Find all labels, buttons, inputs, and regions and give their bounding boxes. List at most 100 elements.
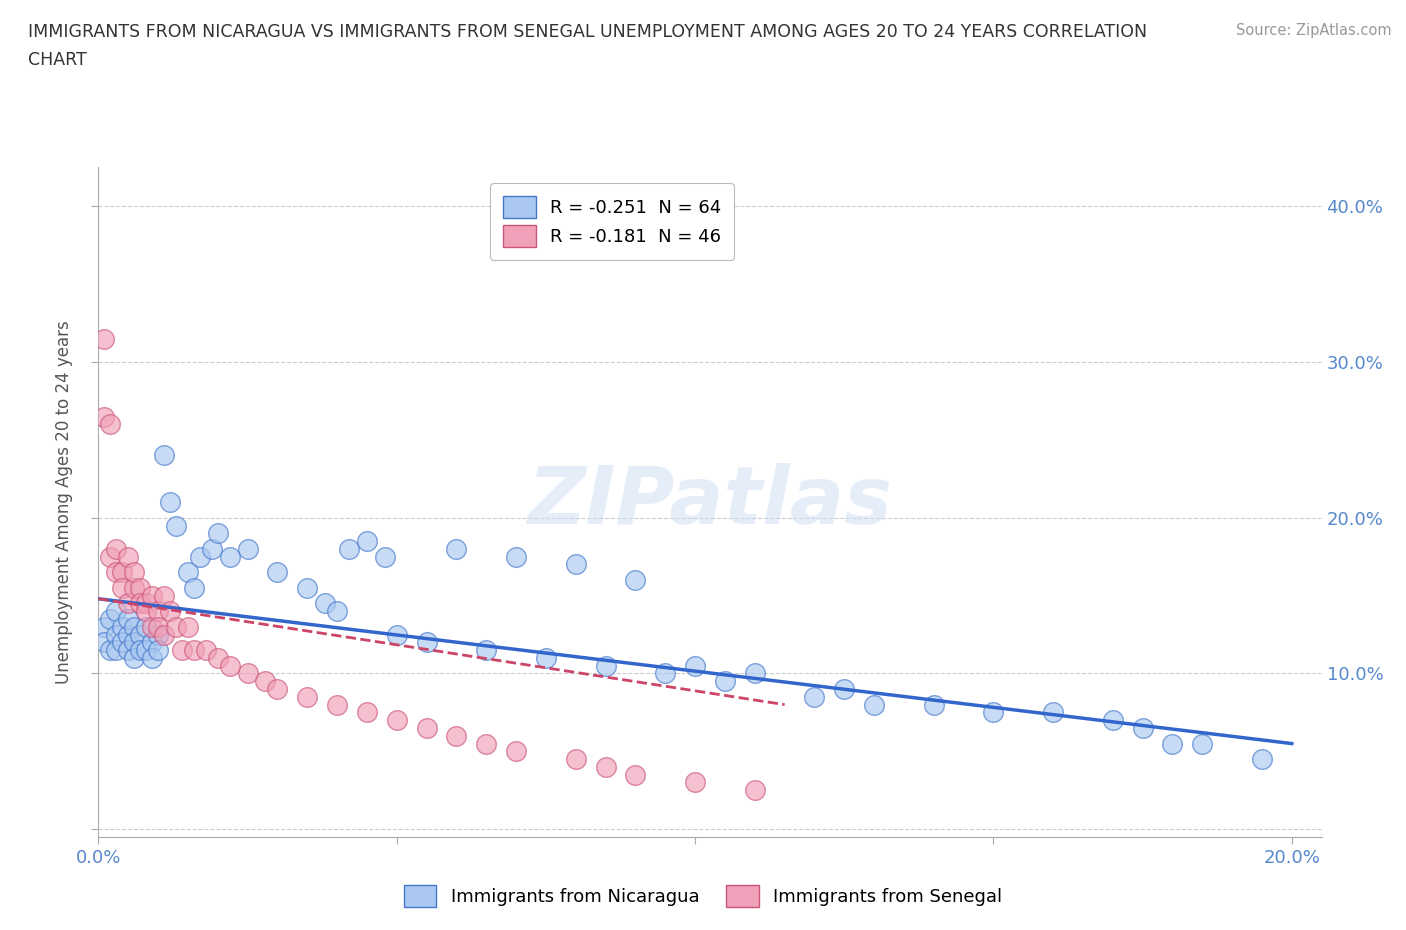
Point bbox=[105, 643, 128, 658]
Point bbox=[326, 604, 349, 618]
Point bbox=[297, 580, 319, 595]
Point bbox=[595, 760, 617, 775]
Point bbox=[475, 737, 498, 751]
Point bbox=[170, 643, 193, 658]
Point bbox=[266, 682, 288, 697]
Point bbox=[122, 580, 145, 595]
Legend: R = -0.251  N = 64, R = -0.181  N = 46: R = -0.251 N = 64, R = -0.181 N = 46 bbox=[491, 183, 734, 259]
Text: ZIPatlas: ZIPatlas bbox=[527, 463, 893, 541]
Point bbox=[415, 721, 437, 736]
Point bbox=[803, 689, 825, 704]
Point bbox=[337, 541, 360, 556]
Point bbox=[1251, 751, 1274, 766]
Point bbox=[595, 658, 617, 673]
Text: IMMIGRANTS FROM NICARAGUA VS IMMIGRANTS FROM SENEGAL UNEMPLOYMENT AMONG AGES 20 : IMMIGRANTS FROM NICARAGUA VS IMMIGRANTS … bbox=[28, 23, 1147, 41]
Point bbox=[624, 573, 647, 588]
Point bbox=[714, 674, 737, 689]
Point bbox=[1132, 721, 1154, 736]
Point bbox=[98, 550, 121, 565]
Point bbox=[983, 705, 1005, 720]
Point bbox=[183, 643, 205, 658]
Point bbox=[236, 666, 259, 681]
Point bbox=[744, 783, 766, 798]
Point bbox=[129, 596, 152, 611]
Point bbox=[165, 518, 187, 533]
Point bbox=[1191, 737, 1213, 751]
Point bbox=[93, 635, 115, 650]
Point bbox=[744, 666, 766, 681]
Point bbox=[129, 627, 152, 642]
Point bbox=[475, 643, 498, 658]
Text: Source: ZipAtlas.com: Source: ZipAtlas.com bbox=[1236, 23, 1392, 38]
Point bbox=[117, 550, 139, 565]
Point bbox=[183, 580, 205, 595]
Point bbox=[146, 604, 169, 618]
Text: CHART: CHART bbox=[28, 51, 87, 69]
Point bbox=[863, 698, 886, 712]
Point bbox=[93, 331, 115, 346]
Point bbox=[122, 619, 145, 634]
Point bbox=[98, 612, 121, 627]
Point bbox=[111, 635, 134, 650]
Point bbox=[194, 643, 217, 658]
Point bbox=[146, 643, 169, 658]
Point bbox=[654, 666, 676, 681]
Point bbox=[122, 635, 145, 650]
Point bbox=[505, 744, 527, 759]
Point bbox=[415, 635, 437, 650]
Point bbox=[201, 541, 224, 556]
Point bbox=[117, 612, 139, 627]
Point bbox=[111, 565, 134, 579]
Point bbox=[1101, 712, 1123, 727]
Point bbox=[385, 712, 408, 727]
Point bbox=[207, 650, 229, 665]
Point bbox=[356, 705, 378, 720]
Point bbox=[314, 596, 336, 611]
Point bbox=[135, 604, 157, 618]
Point bbox=[218, 658, 240, 673]
Point bbox=[105, 565, 128, 579]
Point bbox=[153, 448, 176, 463]
Point bbox=[1161, 737, 1184, 751]
Point bbox=[159, 604, 181, 618]
Point bbox=[141, 635, 163, 650]
Point bbox=[534, 650, 557, 665]
Point bbox=[141, 619, 163, 634]
Point bbox=[177, 565, 200, 579]
Point bbox=[117, 643, 139, 658]
Point bbox=[146, 627, 169, 642]
Point bbox=[254, 674, 277, 689]
Point bbox=[135, 596, 157, 611]
Point bbox=[266, 565, 288, 579]
Point bbox=[98, 643, 121, 658]
Point bbox=[93, 409, 115, 424]
Point bbox=[105, 541, 128, 556]
Point bbox=[159, 495, 181, 510]
Point bbox=[146, 619, 169, 634]
Point bbox=[188, 550, 211, 565]
Point bbox=[505, 550, 527, 565]
Y-axis label: Unemployment Among Ages 20 to 24 years: Unemployment Among Ages 20 to 24 years bbox=[55, 320, 73, 684]
Point bbox=[165, 619, 187, 634]
Point bbox=[105, 604, 128, 618]
Point bbox=[129, 580, 152, 595]
Point bbox=[565, 557, 588, 572]
Point bbox=[177, 619, 200, 634]
Point bbox=[446, 541, 468, 556]
Point bbox=[683, 658, 706, 673]
Point bbox=[1042, 705, 1064, 720]
Point bbox=[117, 596, 139, 611]
Point bbox=[683, 775, 706, 790]
Point bbox=[207, 525, 229, 540]
Point bbox=[141, 588, 163, 603]
Point bbox=[385, 627, 408, 642]
Point bbox=[111, 580, 134, 595]
Point bbox=[111, 619, 134, 634]
Point bbox=[374, 550, 396, 565]
Point bbox=[326, 698, 349, 712]
Point bbox=[218, 550, 240, 565]
Point bbox=[446, 728, 468, 743]
Point bbox=[565, 751, 588, 766]
Point bbox=[832, 682, 855, 697]
Point bbox=[153, 588, 176, 603]
